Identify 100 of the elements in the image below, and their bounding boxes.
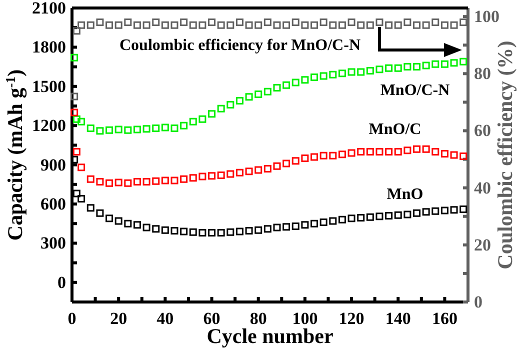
point xyxy=(460,18,468,26)
point xyxy=(348,149,356,157)
y-tick-label: 600 xyxy=(40,194,66,214)
point xyxy=(245,93,253,101)
point xyxy=(198,228,206,236)
point xyxy=(320,152,328,160)
point xyxy=(329,70,337,78)
point xyxy=(376,66,384,74)
point xyxy=(320,72,328,80)
point xyxy=(273,162,281,170)
x-tick-label: 120 xyxy=(338,309,364,328)
point xyxy=(385,212,393,220)
x-tick-label: 140 xyxy=(385,309,411,328)
point xyxy=(114,21,122,29)
point xyxy=(189,228,197,236)
point xyxy=(142,224,150,232)
point xyxy=(440,206,448,214)
point xyxy=(106,214,114,222)
point xyxy=(338,70,346,78)
point xyxy=(254,21,262,29)
point xyxy=(189,118,197,126)
point xyxy=(226,170,234,178)
point xyxy=(124,220,132,228)
point xyxy=(170,124,178,132)
point xyxy=(142,178,150,186)
point xyxy=(394,21,402,29)
point xyxy=(357,214,365,222)
point xyxy=(180,18,188,26)
point xyxy=(301,154,309,162)
point xyxy=(282,81,290,89)
point xyxy=(264,225,272,233)
point xyxy=(404,18,412,26)
point xyxy=(170,176,178,184)
point xyxy=(357,148,365,156)
point xyxy=(152,18,160,26)
point xyxy=(264,88,272,96)
point xyxy=(413,21,421,29)
point xyxy=(310,21,318,29)
y2-tick-label: 0 xyxy=(474,292,482,312)
point xyxy=(366,148,374,156)
point xyxy=(189,174,197,182)
point xyxy=(432,60,440,68)
point xyxy=(460,152,468,160)
point xyxy=(152,177,160,185)
point xyxy=(133,178,141,186)
point xyxy=(72,115,80,123)
y-tick-label: 1500 xyxy=(32,76,66,96)
point xyxy=(264,164,272,172)
point xyxy=(301,221,309,229)
point xyxy=(180,175,188,183)
point xyxy=(78,195,86,203)
point xyxy=(422,208,430,216)
point xyxy=(292,18,300,26)
point xyxy=(394,64,402,72)
point xyxy=(208,172,216,180)
y2-axis-title: Coulombic efficiency (%) xyxy=(493,40,517,270)
point xyxy=(282,223,290,231)
point xyxy=(348,68,356,76)
y2-tick-label: 100 xyxy=(474,7,500,26)
point xyxy=(320,218,328,226)
y2-tick-label: 40 xyxy=(474,178,491,198)
point xyxy=(124,179,132,187)
point xyxy=(440,150,448,158)
point xyxy=(70,108,78,116)
point xyxy=(208,18,216,26)
point xyxy=(86,175,94,183)
point xyxy=(86,21,94,29)
point xyxy=(198,21,206,29)
point xyxy=(432,18,440,26)
point xyxy=(70,92,78,100)
point xyxy=(357,68,365,76)
point xyxy=(366,21,374,29)
point xyxy=(133,21,141,29)
point xyxy=(254,166,262,174)
point xyxy=(301,76,309,84)
point xyxy=(180,122,188,130)
series-label: MnO/C xyxy=(368,121,422,138)
x-tick-label: 40 xyxy=(156,309,174,328)
point xyxy=(292,222,300,230)
point xyxy=(450,59,458,67)
point xyxy=(226,100,234,108)
point xyxy=(432,148,440,156)
point xyxy=(329,217,337,225)
y2-tick-label: 80 xyxy=(474,64,491,84)
point xyxy=(114,178,122,186)
point xyxy=(72,27,80,35)
point xyxy=(86,124,94,132)
point xyxy=(273,84,281,92)
point xyxy=(422,145,430,153)
point xyxy=(217,21,225,29)
point xyxy=(236,18,244,26)
point xyxy=(440,21,448,29)
point xyxy=(96,127,104,135)
point xyxy=(450,21,458,29)
point xyxy=(404,63,412,71)
point xyxy=(422,21,430,29)
point xyxy=(394,211,402,219)
point xyxy=(254,90,262,98)
point xyxy=(72,190,80,198)
point xyxy=(198,115,206,123)
